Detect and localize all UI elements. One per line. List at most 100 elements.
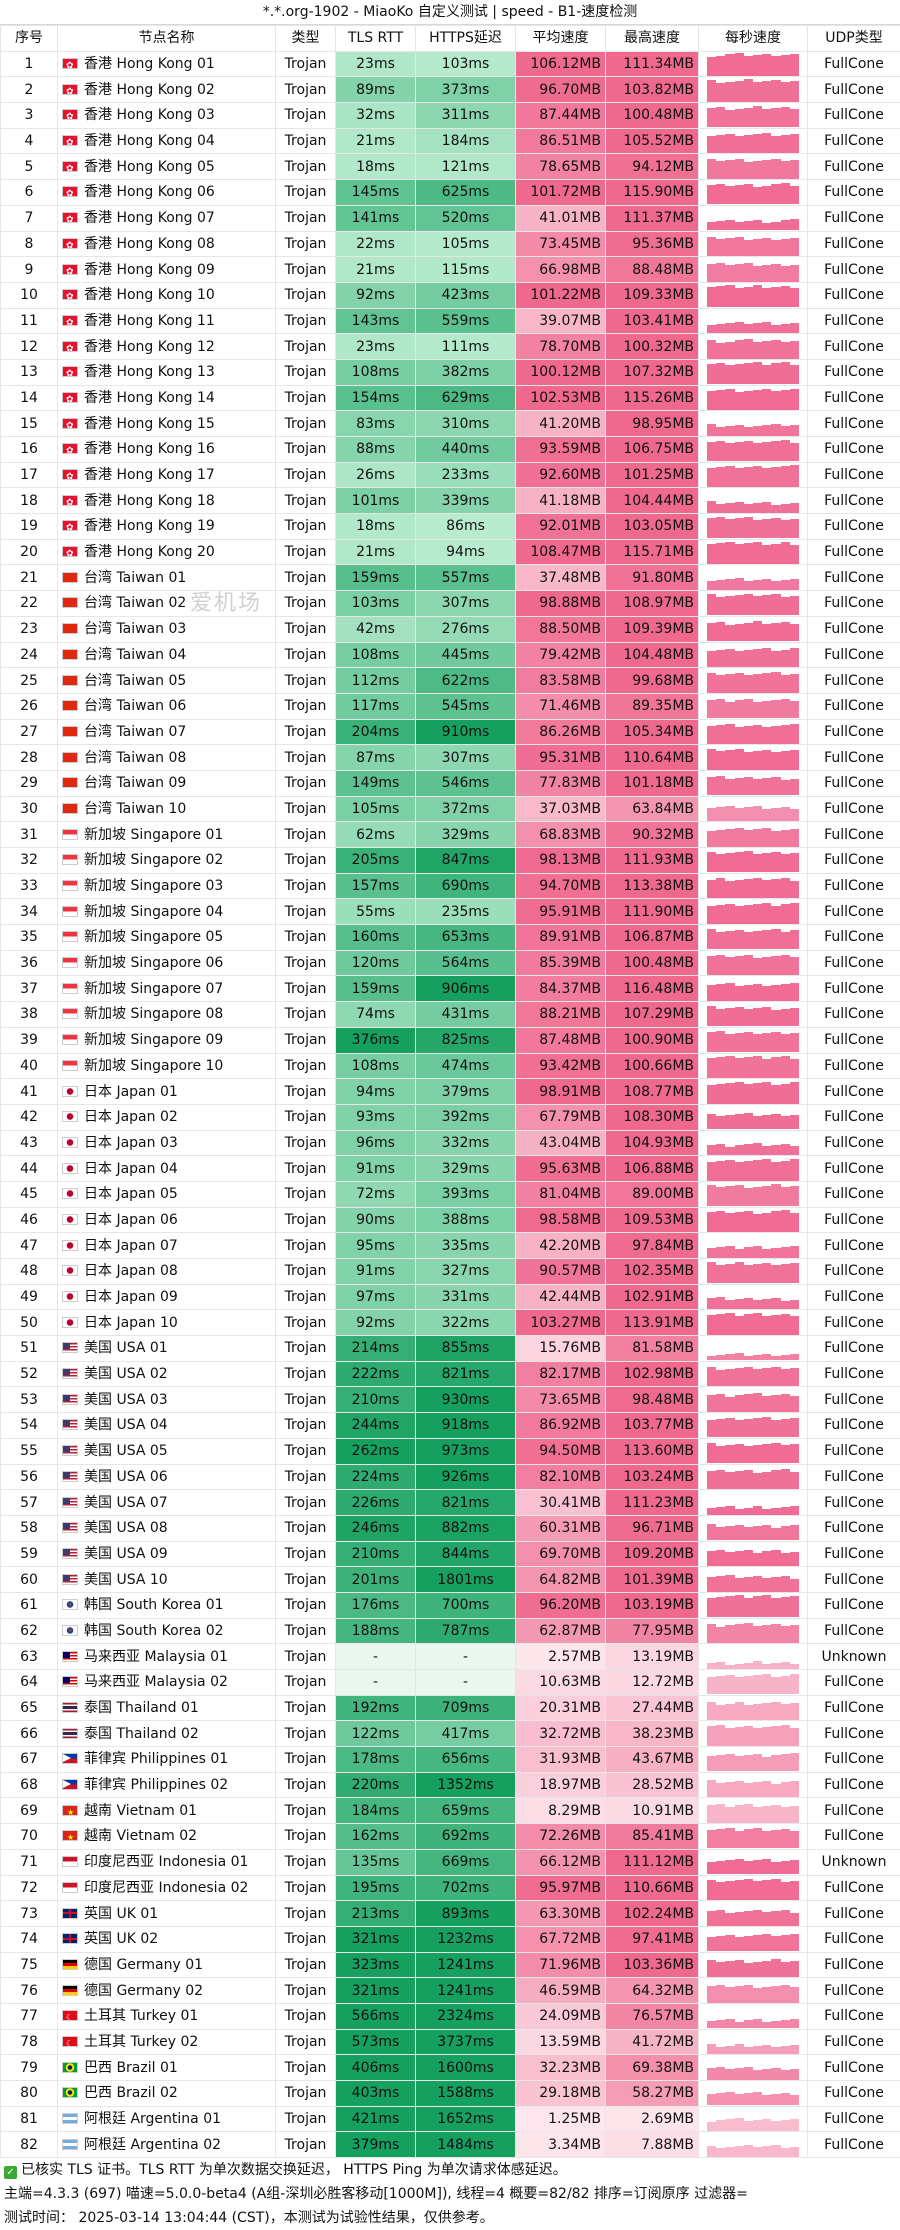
report-title: *.*.org-1902 - MiaoKo 自定义测试 | speed - B1… [0, 0, 900, 25]
node-type: Trojan [276, 2081, 336, 2107]
row-index: 4 [1, 128, 58, 154]
table-row: 19香港 Hong Kong 19Trojan18ms86ms92.01MB10… [1, 514, 900, 540]
https-latency: 94ms [416, 539, 516, 565]
speed-bar [771, 2121, 780, 2131]
max-speed: 99.68MB [606, 668, 699, 694]
speed-bar [716, 776, 725, 795]
speed-bar [762, 1880, 771, 1899]
max-speed: 105.52MB [606, 128, 699, 154]
udp-type: FullCone [808, 1310, 900, 1336]
udp-type: FullCone [808, 2003, 900, 2029]
speed-bar [716, 1910, 725, 1925]
row-index: 20 [1, 539, 58, 565]
max-speed: 108.30MB [606, 1104, 699, 1130]
row-index: 51 [1, 1336, 58, 1362]
node-name: 台湾 Taiwan 05 [84, 673, 186, 689]
per-second-speed-sparkline [699, 385, 808, 411]
node-name: 台湾 Taiwan 10 [84, 801, 186, 817]
node-name: 土耳其 Turkey 02 [84, 2034, 198, 2050]
speed-bar [762, 727, 771, 744]
node-type: Trojan [276, 719, 336, 745]
node-name-cell: 台湾 Taiwan 02 [58, 591, 276, 617]
per-second-speed-sparkline [699, 514, 808, 540]
node-type: Trojan [276, 693, 336, 719]
row-index: 58 [1, 1515, 58, 1541]
speed-bar [790, 1115, 799, 1129]
https-latency: 702ms [416, 1875, 516, 1901]
node-name-cell: 印度尼西亚 Indonesia 02 [58, 1875, 276, 1901]
tls-rtt: 108ms [336, 642, 416, 668]
node-type: Trojan [276, 1567, 336, 1593]
row-index: 7 [1, 205, 58, 231]
avg-speed: 93.42MB [516, 1053, 606, 1079]
speed-bar [781, 830, 790, 847]
per-second-speed-sparkline [699, 642, 808, 668]
node-name-cell: 新加坡 Singapore 07 [58, 976, 276, 1002]
speed-bar [790, 674, 799, 693]
speed-bar [753, 580, 762, 590]
node-name-cell: 香港 Hong Kong 11 [58, 308, 276, 334]
speed-bar [771, 1936, 780, 1951]
speed-bar [771, 1367, 780, 1386]
max-speed: 104.93MB [606, 1130, 699, 1156]
speed-bars [699, 643, 807, 667]
avg-speed: 98.58MB [516, 1207, 606, 1233]
us-flag-icon [62, 1574, 78, 1585]
avg-speed: 73.45MB [516, 231, 606, 257]
speed-bar [753, 390, 762, 410]
speed-bar [735, 595, 744, 616]
speed-bar [762, 2045, 771, 2054]
speed-bar [790, 1674, 799, 1694]
udp-type: FullCone [808, 1336, 900, 1362]
tls-rtt: 62ms [336, 822, 416, 848]
speed-bar [716, 1861, 725, 1874]
speed-bar [744, 240, 753, 256]
https-latency: 440ms [416, 437, 516, 463]
row-index: 34 [1, 899, 58, 925]
speed-bar [781, 239, 790, 256]
speed-bars [699, 1516, 807, 1540]
speed-bars [699, 103, 807, 127]
https-latency: 893ms [416, 1901, 516, 1927]
speed-bar [762, 579, 771, 590]
max-speed: 109.39MB [606, 616, 699, 642]
tw-flag-icon [62, 597, 78, 608]
https-latency: - [416, 1644, 516, 1670]
speed-bar [771, 808, 780, 821]
speed-bar [790, 1472, 799, 1489]
per-second-speed-sparkline [699, 1002, 808, 1028]
speed-bars [699, 1002, 807, 1026]
speed-bar [771, 340, 780, 359]
speed-bar [762, 595, 771, 615]
speed-bar [716, 2120, 725, 2131]
speed-bar [771, 1550, 780, 1566]
speed-bar [735, 53, 744, 76]
udp-type: FullCone [808, 1515, 900, 1541]
tls-rtt: 188ms [336, 1618, 416, 1644]
https-latency: 379ms [416, 1079, 516, 1105]
speed-bar [781, 1419, 790, 1438]
speed-bar [716, 83, 725, 102]
speed-bar [762, 81, 771, 102]
node-name-cell: 香港 Hong Kong 10 [58, 282, 276, 308]
speed-bar [707, 1830, 716, 1848]
speed-bar [735, 1624, 744, 1643]
node-name: 阿根廷 Argentina 01 [84, 2111, 221, 2127]
speed-bar [771, 2094, 780, 2106]
speed-bar [716, 807, 725, 821]
speed-bar [735, 185, 744, 204]
speed-bar [707, 1298, 716, 1309]
speed-bar [725, 503, 734, 513]
tls-rtt: 23ms [336, 51, 416, 77]
per-second-speed-sparkline [699, 719, 808, 745]
https-latency: 906ms [416, 976, 516, 1002]
speed-bar [790, 54, 799, 76]
avg-speed: 86.92MB [516, 1413, 606, 1439]
speed-bar [771, 240, 780, 256]
speed-bar [744, 56, 753, 76]
node-name-cell: 越南 Vietnam 02 [58, 1824, 276, 1850]
avg-speed: 95.97MB [516, 1875, 606, 1901]
tls-rtt: 97ms [336, 1284, 416, 1310]
speed-bars [699, 180, 807, 204]
tls-rtt: 222ms [336, 1361, 416, 1387]
